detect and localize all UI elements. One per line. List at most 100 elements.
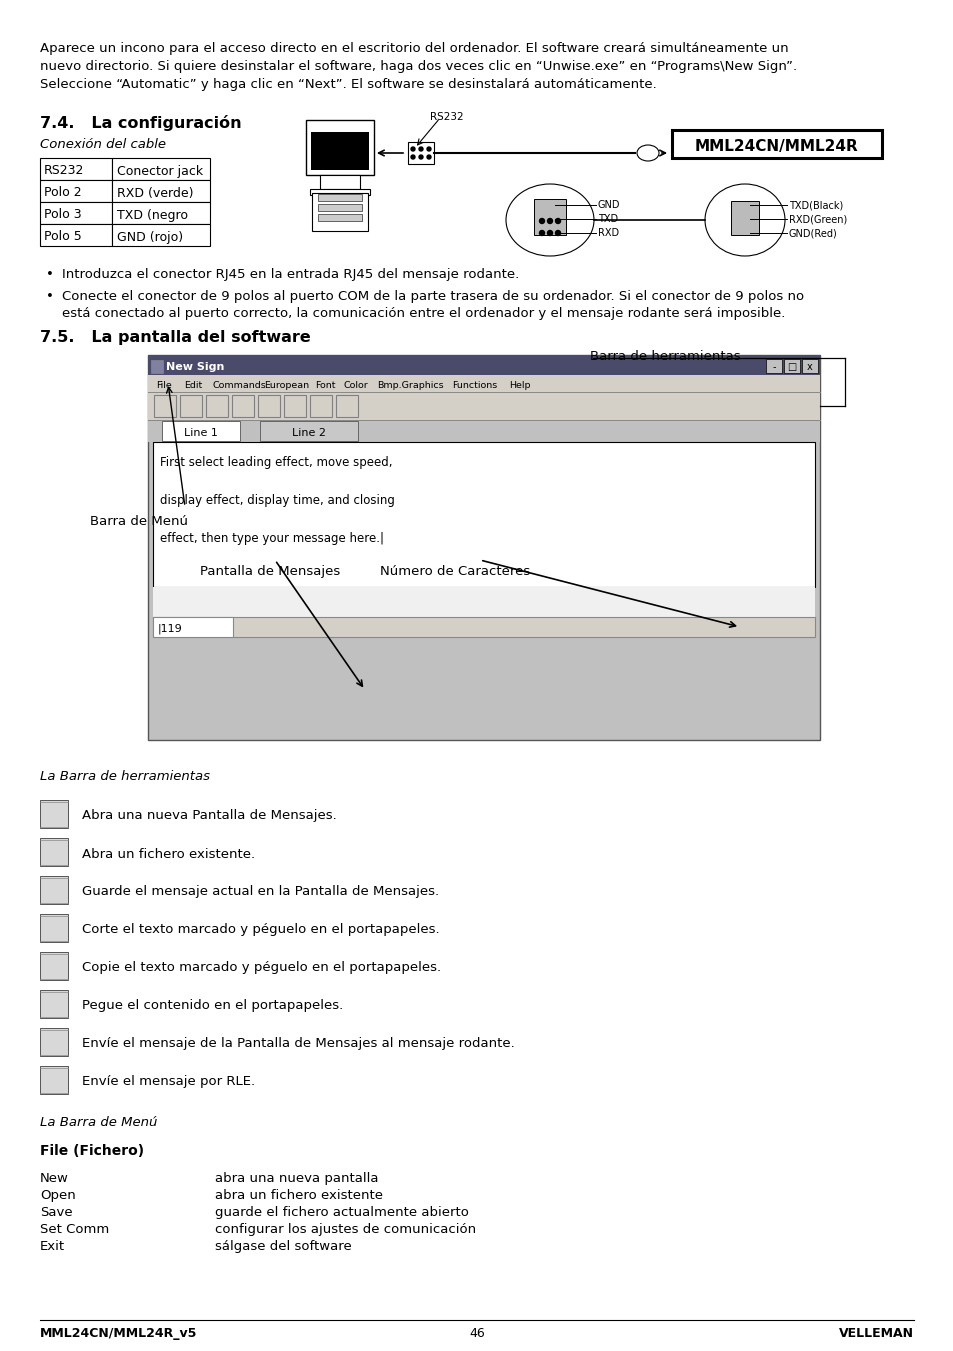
Text: RXD (verde): RXD (verde) <box>117 186 193 200</box>
Text: Font: Font <box>314 381 335 389</box>
Circle shape <box>555 231 560 235</box>
Bar <box>40 838 68 866</box>
Text: Polo 3: Polo 3 <box>44 208 82 222</box>
Bar <box>671 130 882 158</box>
Text: Corte el texto marcado y péguelo en el portapapeles.: Corte el texto marcado y péguelo en el p… <box>82 924 439 936</box>
Bar <box>148 355 820 376</box>
Circle shape <box>555 219 560 223</box>
Bar <box>232 394 253 417</box>
Text: Polo 5: Polo 5 <box>44 231 82 243</box>
Circle shape <box>418 147 422 151</box>
Text: 7.4.   La configuración: 7.4. La configuración <box>40 115 241 131</box>
Text: Set Comm: Set Comm <box>40 1223 110 1236</box>
Text: □: □ <box>786 362 796 372</box>
Circle shape <box>539 231 544 235</box>
Bar <box>730 201 759 235</box>
Text: |119: |119 <box>158 624 183 634</box>
Text: La Barra de Menú: La Barra de Menú <box>40 1116 157 1129</box>
Bar <box>206 394 228 417</box>
Bar <box>152 617 814 638</box>
Circle shape <box>411 155 415 159</box>
Text: Aparece un incono para el acceso directo en el escritorio del ordenador. El soft: Aparece un incono para el acceso directo… <box>40 42 788 55</box>
Bar <box>112 158 210 180</box>
Circle shape <box>418 155 422 159</box>
Text: abra un fichero existente: abra un fichero existente <box>214 1189 382 1202</box>
Text: Help: Help <box>509 381 530 389</box>
Bar <box>148 392 820 420</box>
Ellipse shape <box>505 184 594 255</box>
Text: File (Fichero): File (Fichero) <box>40 1144 144 1158</box>
Text: Introduzca el conector RJ45 en la entrada RJ45 del mensaje rodante.: Introduzca el conector RJ45 en la entrad… <box>62 267 518 281</box>
Text: 46: 46 <box>469 1327 484 1340</box>
Text: La Barra de herramientas: La Barra de herramientas <box>40 770 210 784</box>
Bar <box>153 394 175 417</box>
Text: VELLEMAN: VELLEMAN <box>838 1327 913 1340</box>
Text: Pegue el contenido en el portapapeles.: Pegue el contenido en el portapapeles. <box>82 1000 343 1012</box>
Bar <box>40 990 68 1019</box>
Bar <box>112 224 210 246</box>
Bar <box>40 952 68 979</box>
Bar <box>408 142 434 163</box>
Text: TXD(Black): TXD(Black) <box>788 200 842 209</box>
Text: -: - <box>771 362 775 372</box>
Bar <box>40 158 112 180</box>
Circle shape <box>411 147 415 151</box>
Bar <box>40 1028 68 1056</box>
Text: Conector jack: Conector jack <box>117 165 203 177</box>
Text: Seleccione “Automatic” y haga clic en “Next”. El software se desinstalará automá: Seleccione “Automatic” y haga clic en “N… <box>40 78 656 91</box>
Bar <box>311 132 369 170</box>
Text: Edit: Edit <box>184 381 202 389</box>
Bar <box>312 193 368 231</box>
Bar <box>152 442 814 586</box>
Text: RXD: RXD <box>598 228 618 238</box>
Bar <box>148 420 820 442</box>
Circle shape <box>539 219 544 223</box>
Bar <box>317 213 361 222</box>
Text: GND(Red): GND(Red) <box>788 228 837 238</box>
Text: RS232: RS232 <box>44 165 84 177</box>
Circle shape <box>547 219 552 223</box>
Text: Barra de Menú: Barra de Menú <box>90 515 188 528</box>
Text: abra una nueva pantalla: abra una nueva pantalla <box>214 1173 378 1185</box>
Bar <box>317 195 361 201</box>
Bar <box>40 1066 68 1094</box>
Text: Guarde el mensaje actual en la Pantalla de Mensajes.: Guarde el mensaje actual en la Pantalla … <box>82 885 438 898</box>
Bar <box>257 394 280 417</box>
Text: First select leading effect, move speed,: First select leading effect, move speed, <box>160 457 392 469</box>
Circle shape <box>427 147 431 151</box>
Text: x: x <box>806 362 812 372</box>
Text: Color: Color <box>343 381 368 389</box>
Text: nuevo directorio. Si quiere desinstalar el software, haga dos veces clic en “Unw: nuevo directorio. Si quiere desinstalar … <box>40 59 797 73</box>
Text: Functions: Functions <box>452 381 497 389</box>
Bar <box>765 359 781 373</box>
Text: Save: Save <box>40 1206 72 1219</box>
Text: MML24CN/MML24R_v5: MML24CN/MML24R_v5 <box>40 1327 197 1340</box>
Bar <box>319 176 359 189</box>
Text: Bmp.Graphics: Bmp.Graphics <box>377 381 443 389</box>
Text: Copie el texto marcado y péguelo en el portapapeles.: Copie el texto marcado y péguelo en el p… <box>82 962 440 974</box>
Bar <box>335 394 357 417</box>
Text: MML24CN/MML24R: MML24CN/MML24R <box>695 139 858 154</box>
Bar <box>148 355 820 740</box>
Bar <box>40 180 112 203</box>
Ellipse shape <box>637 145 659 161</box>
Bar <box>260 422 357 440</box>
Bar <box>151 359 163 373</box>
Text: Envíe el mensaje por RLE.: Envíe el mensaje por RLE. <box>82 1075 254 1089</box>
Bar <box>152 617 233 638</box>
Ellipse shape <box>704 184 784 255</box>
Circle shape <box>547 231 552 235</box>
Text: GND (rojo): GND (rojo) <box>117 231 183 243</box>
Text: display effect, display time, and closing: display effect, display time, and closin… <box>160 494 395 507</box>
Text: TXD: TXD <box>598 213 618 224</box>
Bar <box>112 203 210 224</box>
Bar <box>284 394 306 417</box>
Text: •: • <box>46 267 53 281</box>
Circle shape <box>427 155 431 159</box>
Text: TXD (negro: TXD (negro <box>117 208 188 222</box>
Text: Polo 2: Polo 2 <box>44 186 82 200</box>
Text: RXD(Green): RXD(Green) <box>788 213 846 224</box>
Text: European: European <box>264 381 309 389</box>
Text: File: File <box>156 381 172 389</box>
Bar <box>180 394 202 417</box>
